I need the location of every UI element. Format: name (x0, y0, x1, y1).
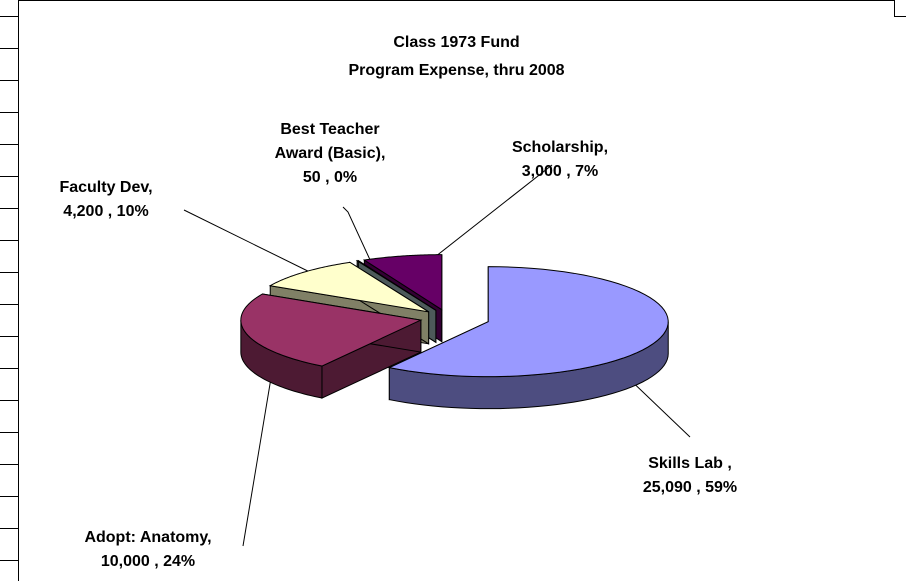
slice-top (362, 254, 443, 311)
category-label: Adopt: Anatomy, (84, 529, 212, 546)
slice-top (387, 266, 669, 378)
category-label: Faculty Dev, (59, 179, 153, 196)
category-label: Scholarship, (511, 139, 609, 156)
slice-top (240, 293, 423, 367)
value-label: 25,090 , 59% (642, 479, 738, 496)
pie-slice (240, 293, 423, 399)
value-label: 50 , 0% (302, 169, 358, 186)
category-label: Best Teacher Award (Basic), (274, 121, 386, 162)
slice-top (268, 261, 429, 313)
data-label: Skills Lab , 25,090 , 59% (605, 452, 775, 500)
value-label: 3,000 , 7% (521, 163, 599, 180)
chart-title: Class 1973 Fund (393, 34, 520, 51)
data-label: Scholarship, 3,000 , 7% (485, 136, 635, 184)
value-label: 4,200 , 10% (63, 203, 149, 220)
value-label: 10,000 , 24% (100, 553, 196, 570)
data-label: Adopt: Anatomy, 10,000 , 24% (53, 526, 243, 574)
slice-top (355, 260, 437, 311)
category-label: Skills Lab , (648, 455, 732, 472)
data-label: Faculty Dev, 4,200 , 10% (26, 176, 186, 224)
data-label: Best Teacher Award (Basic), 50 , 0% (255, 118, 405, 190)
chart-subtitle: Program Expense, thru 2008 (348, 62, 565, 79)
pie-slice (387, 266, 669, 410)
